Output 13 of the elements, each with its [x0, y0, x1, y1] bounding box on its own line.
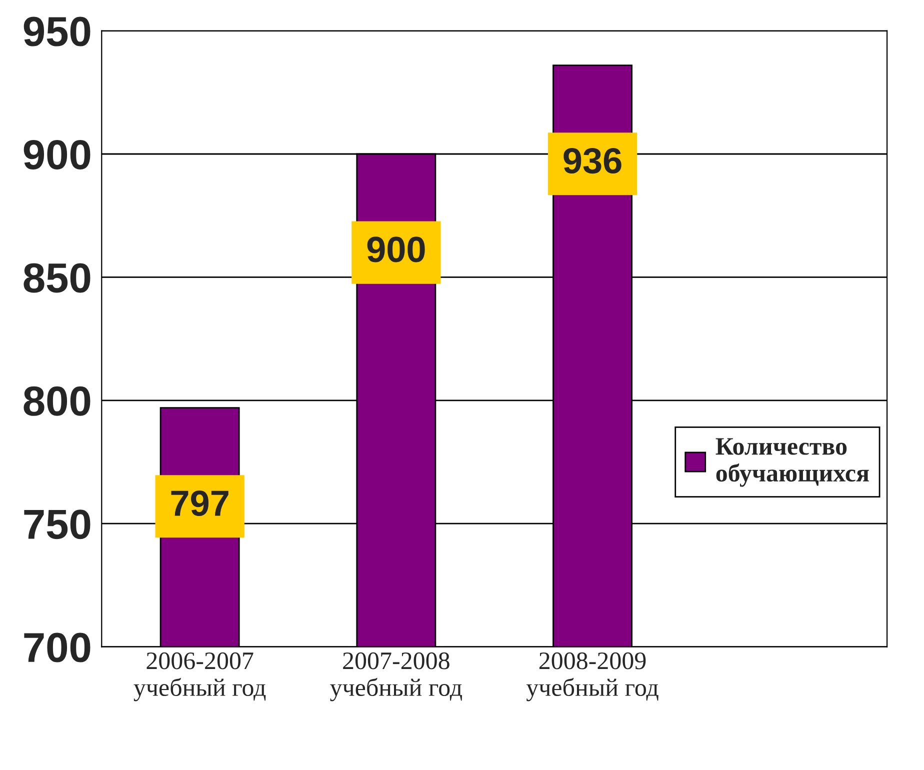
- y-tick-label: 900: [24, 140, 90, 170]
- y-tick-label: 800: [24, 386, 90, 416]
- x-tick-label: 2006-2007 учебный год: [134, 652, 266, 702]
- y-tick-label: 750: [24, 510, 90, 540]
- legend-label: Количество обучающихся: [716, 438, 869, 487]
- y-tick-label: 950: [24, 16, 90, 46]
- x-tick-label: 2007-2008 учебный год: [330, 652, 462, 702]
- x-tick-label: 2008-2009 учебный год: [526, 652, 658, 702]
- data-label: 797: [171, 490, 228, 516]
- data-label: 936: [564, 148, 622, 174]
- y-tick-label: 700: [24, 632, 90, 662]
- data-label: 900: [367, 236, 425, 262]
- y-tick-label: 850: [24, 263, 90, 293]
